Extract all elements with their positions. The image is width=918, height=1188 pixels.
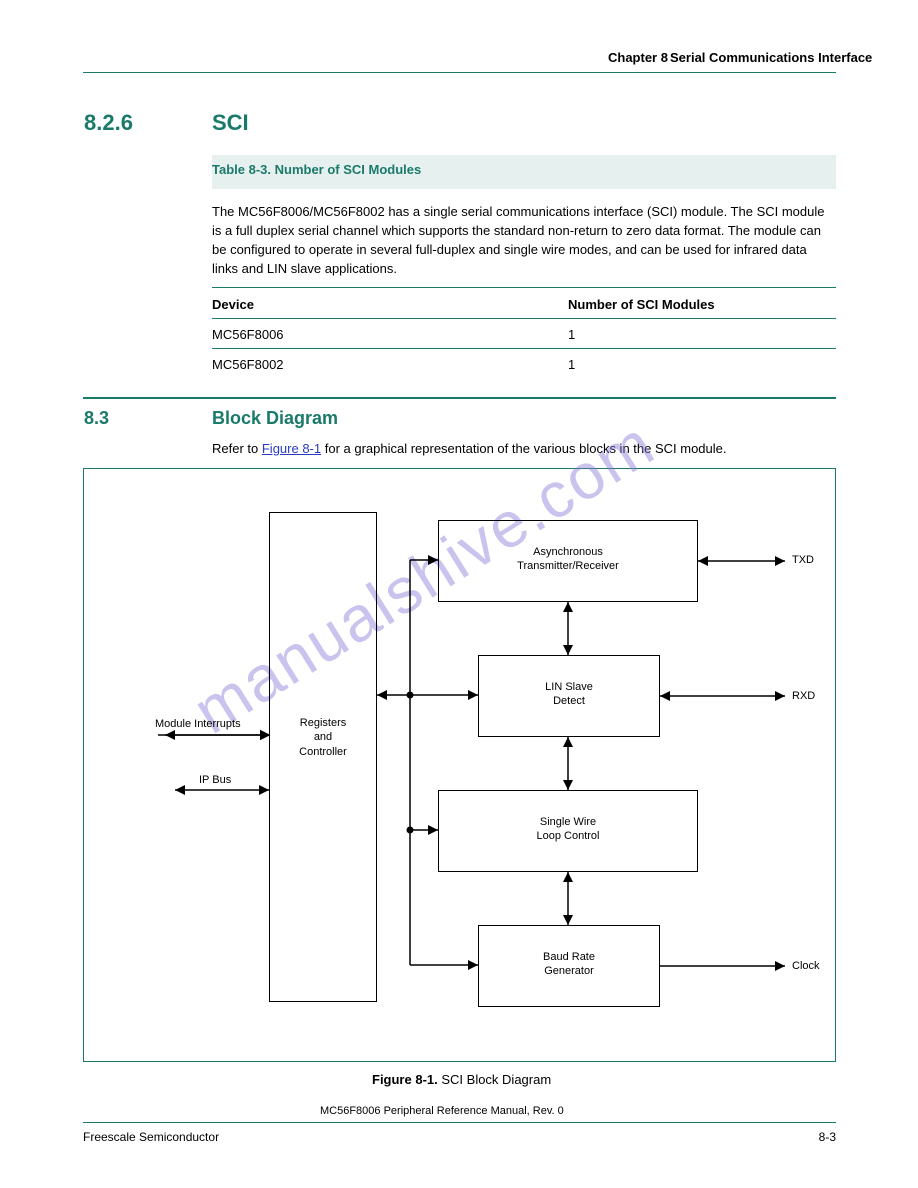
diag-ext-clk: Clock [792, 960, 820, 972]
footer-company: Freescale Semiconductor [83, 1130, 219, 1144]
subsection-rule [83, 397, 836, 399]
diag-label-baud: Baud Rate Generator [478, 950, 660, 979]
footer-page-number: 8-3 [819, 1130, 836, 1144]
header-chapter-title: Serial Communications Interface [670, 50, 872, 65]
diag-label-registers: Registers and Controller [269, 716, 377, 759]
table-row-device: MC56F8006 [212, 327, 284, 342]
diag-text-loop-l2: Loop Control [537, 830, 600, 842]
table-row-count: 1 [568, 327, 575, 342]
diag-ext-txd: TXD [792, 554, 814, 566]
subsection-number: 8.3 [84, 408, 109, 429]
table-row-device: MC56F8002 [212, 357, 284, 372]
header-chapter-label: Chapter 8 [608, 50, 668, 65]
footer-doc-title: MC56F8006 Peripheral Reference Manual, R… [320, 1105, 564, 1117]
diag-text-registers-l3: Controller [299, 746, 347, 758]
diag-text-async-l1: Asynchronous [533, 546, 603, 558]
table-rule-2 [212, 318, 836, 319]
figure-number: Figure 8-1. [372, 1072, 438, 1087]
diag-ext-ipbus: IP Bus [199, 774, 231, 786]
table-rule-1 [212, 287, 836, 288]
diag-text-baud-l2: Generator [544, 965, 594, 977]
footer-rule [83, 1122, 836, 1123]
diag-text-loop-l1: Single Wire [540, 816, 596, 828]
section-number: 8.2.6 [84, 110, 133, 136]
diag-label-lin: LIN Slave Detect [478, 680, 660, 709]
table-col2-header: Number of SCI Modules [568, 297, 715, 312]
section-title: SCI [212, 110, 249, 136]
figure-link[interactable]: Figure 8-1 [262, 441, 321, 456]
header-rule-top [83, 72, 836, 73]
diag-text-baud-l1: Baud Rate [543, 951, 595, 963]
diag-label-loop: Single Wire Loop Control [438, 815, 698, 844]
section-body: The MC56F8006/MC56F8002 has a single ser… [212, 203, 836, 278]
table-col1-header: Device [212, 297, 254, 312]
diag-label-async: Asynchronous Transmitter/Receiver [438, 545, 698, 574]
diag-text-lin-l1: LIN Slave [545, 681, 593, 693]
subsection-suffix: for a graphical representation of the va… [321, 441, 726, 456]
figure-caption: Figure 8-1. SCI Block Diagram [372, 1072, 551, 1087]
diag-text-async-l2: Transmitter/Receiver [517, 560, 619, 572]
diag-text-lin-l2: Detect [553, 695, 585, 707]
subsection-body: Refer to Figure 8-1 for a graphical repr… [212, 440, 836, 459]
page: Chapter 8 Serial Communications Interfac… [0, 0, 918, 1188]
subsection-prefix: Refer to [212, 441, 262, 456]
diag-text-registers-l2: and [314, 731, 332, 743]
diag-text-registers-l1: Registers [300, 717, 346, 729]
table-row-count: 1 [568, 357, 575, 372]
diag-ext-int: Module Interrupts [155, 718, 241, 730]
subsection-title: Block Diagram [212, 408, 338, 429]
figure-text: SCI Block Diagram [438, 1072, 551, 1087]
table-rule-3 [212, 348, 836, 349]
table-caption: Table 8-3. Number of SCI Modules [212, 162, 421, 177]
diag-ext-rxd: RXD [792, 690, 815, 702]
